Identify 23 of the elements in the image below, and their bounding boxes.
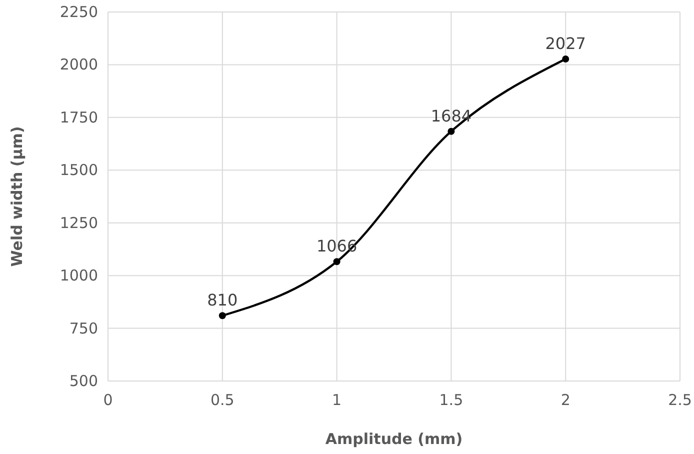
y-tick-label: 750 [69,319,98,338]
data-label: 2027 [545,34,586,54]
x-tick-label: 0.5 [210,391,234,409]
y-axis-title: Weld width (µm) [8,126,26,267]
point [448,128,455,135]
x-tick-label: 0 [103,391,113,409]
data-label: 810 [207,290,238,310]
x-tick-label: 2.5 [668,391,692,409]
y-tick-label: 1250 [60,214,98,232]
point [333,258,340,266]
x-tick-label: 1.5 [439,391,464,409]
y-tick-label: 500 [69,372,98,390]
point [562,56,570,63]
x-tick-label: 1 [332,391,342,409]
y-tick-label: 2000 [60,56,98,74]
x-tick-label: 2 [560,391,570,409]
y-tick-label: 1000 [60,266,98,285]
x-axis-title: Amplitude (mm) [325,430,463,448]
y-tick-label: 1750 [60,108,98,126]
y-tick-label: 2250 [60,3,98,21]
y-tick-label: 1500 [60,161,98,180]
data-label: 1684 [430,106,472,126]
point [218,312,226,320]
